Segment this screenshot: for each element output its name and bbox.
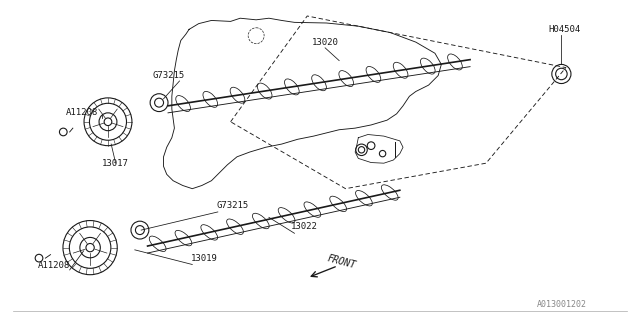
Text: 13017: 13017: [102, 159, 129, 168]
Text: 13022: 13022: [291, 222, 318, 231]
Text: G73215: G73215: [216, 201, 249, 211]
Text: FRONT: FRONT: [326, 254, 357, 271]
Text: 13019: 13019: [191, 254, 218, 263]
Text: H04504: H04504: [548, 25, 581, 34]
Text: G73215: G73215: [153, 71, 185, 80]
Text: A11208: A11208: [66, 108, 98, 117]
Text: 13020: 13020: [312, 38, 339, 47]
Text: A11208: A11208: [38, 261, 70, 270]
Text: A013001202: A013001202: [537, 300, 587, 309]
